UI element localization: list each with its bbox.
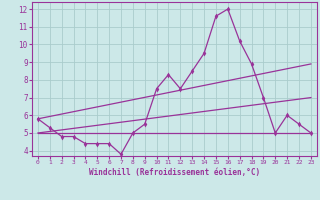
X-axis label: Windchill (Refroidissement éolien,°C): Windchill (Refroidissement éolien,°C) bbox=[89, 168, 260, 177]
